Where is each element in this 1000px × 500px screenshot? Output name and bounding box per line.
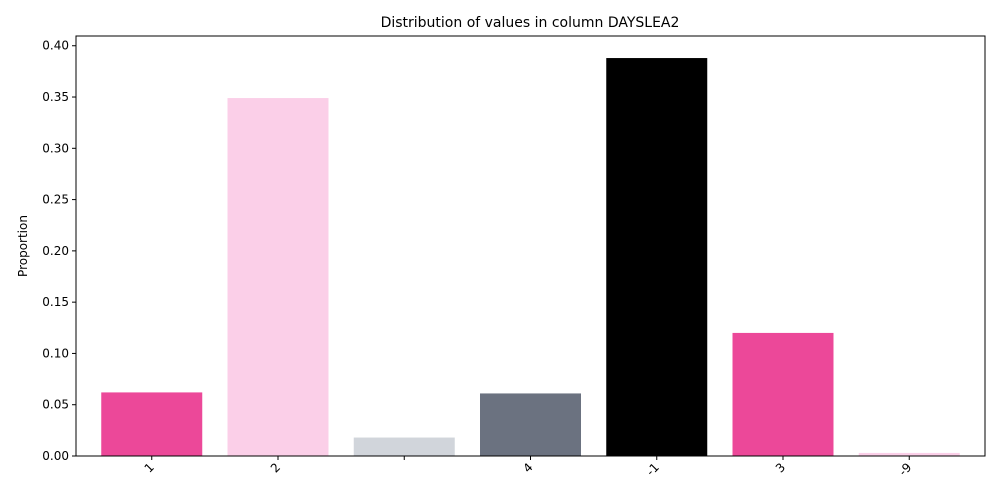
plot-area: 1 2 4 -1 3 -9 0.00 0.05 0.10 0.15 0.20 0.25 0.30 0.35… [42,35,986,479]
bar-0 [101,392,203,456]
y-tick-label-8: 0.40 [42,39,69,53]
bar-5 [732,332,834,456]
bar-6 [858,452,960,456]
y-tick-label-4: 0.20 [42,244,69,258]
x-tick-label-4: -1 [644,460,662,478]
x-tick-label-5: 3 [773,460,788,475]
y-tick-label-6: 0.30 [42,141,69,155]
x-tick-label-1: 2 [268,460,283,475]
bar-1 [227,98,329,457]
bar-2 [353,437,455,456]
bar-3 [480,393,581,456]
y-tick-label-3: 0.15 [42,295,69,309]
y-axis-label: Proportion [16,215,30,277]
x-tick-label-3: 4 [520,460,535,475]
axes-frame [75,35,986,457]
chart-title: Distribution of values in column DAYSLEA… [381,15,680,31]
x-tick-label-6: -9 [896,460,914,478]
y-tick-label-7: 0.35 [42,90,69,104]
y-tick-label-0: 0.00 [42,449,69,463]
y-tick-label-5: 0.25 [42,193,69,207]
bar-4 [606,58,708,457]
y-tick-label-1: 0.05 [42,398,69,412]
x-tick-label-0: 1 [142,460,157,475]
y-tick-label-2: 0.10 [42,346,69,360]
